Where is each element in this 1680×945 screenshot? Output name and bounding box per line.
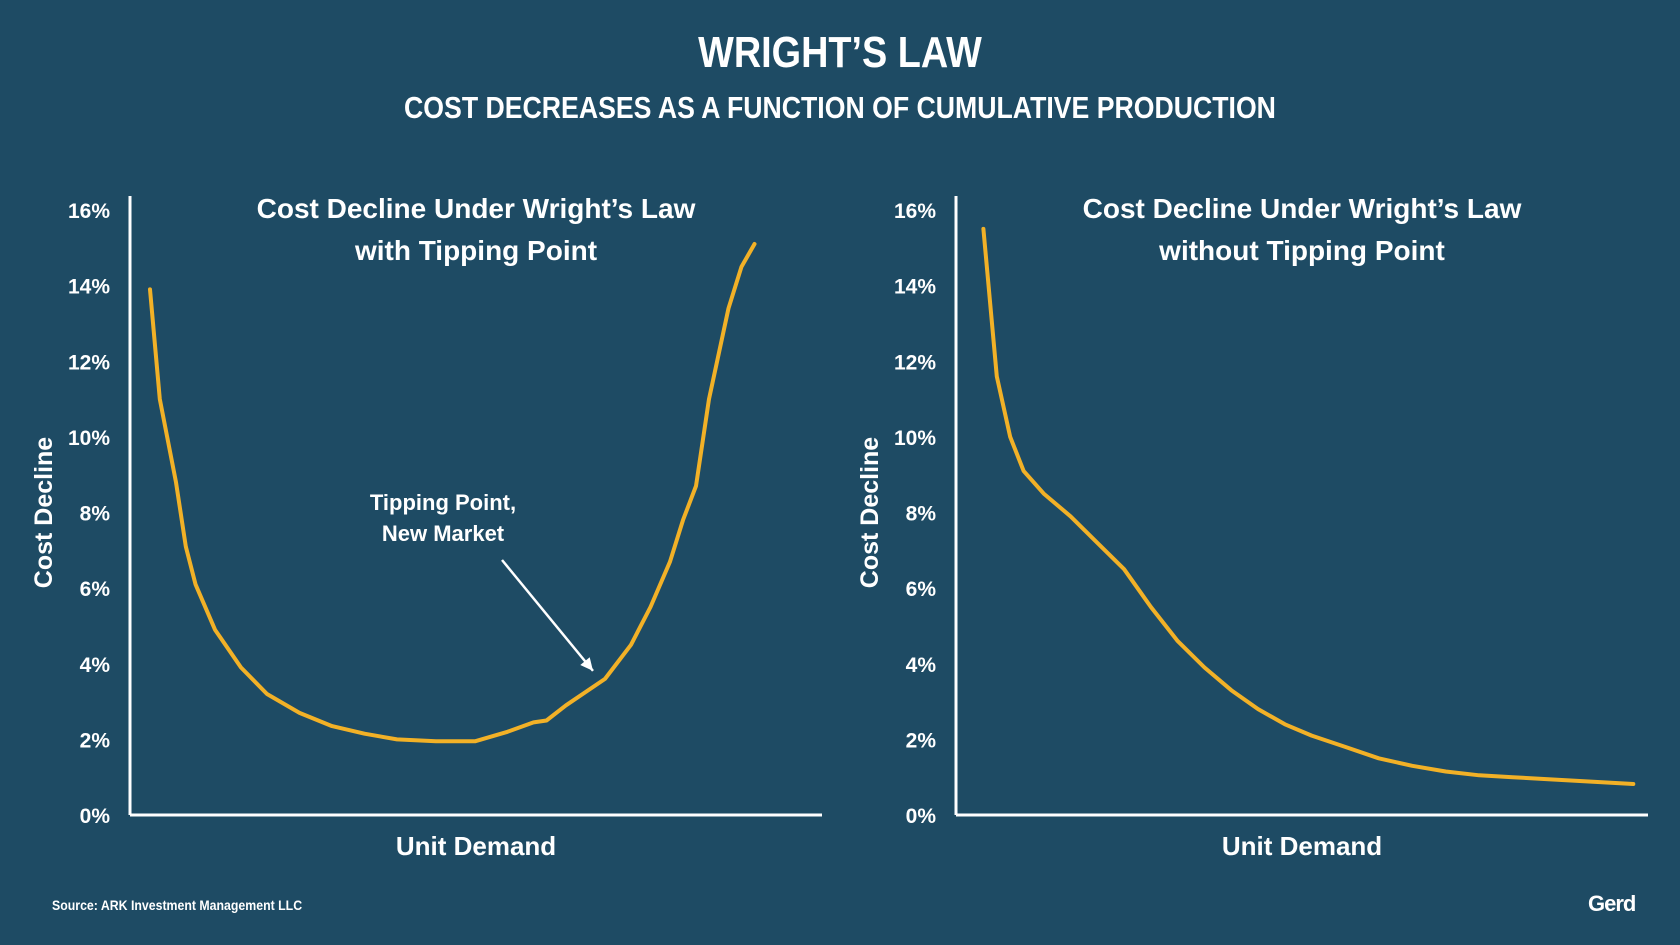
y-tick-label: 6% (906, 578, 937, 601)
y-tick-label: 12% (894, 351, 936, 374)
chart-title-line: without Tipping Point (1158, 235, 1445, 266)
series-line (148, 242, 757, 744)
source-note: Source: ARK Investment Management LLC (52, 897, 303, 913)
annotation-text: Tipping Point, (370, 490, 516, 515)
annotation-arrowhead (580, 657, 593, 671)
series-line (981, 226, 1636, 786)
y-axis-label: Cost Decline (856, 437, 884, 589)
y-tick-label: 16% (894, 200, 936, 223)
y-tick-label: 4% (906, 654, 937, 677)
y-tick-label: 10% (894, 427, 936, 450)
y-tick-label: 10% (68, 427, 110, 450)
annotation-text: New Market (382, 521, 505, 546)
y-tick-label: 0% (80, 805, 111, 828)
y-tick-label: 8% (906, 503, 937, 526)
x-axis-label: Unit Demand (1222, 831, 1382, 861)
annotation-arrow (501, 559, 594, 672)
y-axis-label: Cost Decline (30, 437, 58, 589)
y-tick-label: 16% (68, 200, 110, 223)
chart-2: 0% 2% 4% 6% 8% 10% 12% 14% 16% Cost Decline Unit D… (856, 193, 1648, 861)
brand-logo: Gerd (1588, 891, 1636, 916)
y-tick-label: 2% (80, 729, 111, 752)
y-tick-label: 12% (68, 351, 110, 374)
y-tick-label: 6% (80, 578, 111, 601)
chart-1: 0% 2% 4% 6% 8% 10% 12% 14% 16% Cost Decline Unit D… (30, 193, 822, 861)
y-tick-label: 14% (894, 276, 936, 299)
y-tick-label: 0% (906, 805, 937, 828)
y-tick-label: 8% (80, 503, 111, 526)
page-subtitle: COST DECREASES AS A FUNCTION OF CUMULATI… (404, 90, 1276, 125)
page-title: WRIGHT’S LAW (698, 28, 982, 77)
chart-title-line: with Tipping Point (354, 235, 597, 266)
y-tick-label: 2% (906, 729, 937, 752)
x-axis-label: Unit Demand (396, 831, 556, 861)
chart-title-line: Cost Decline Under Wright’s Law (257, 193, 696, 224)
y-tick-label: 4% (80, 654, 111, 677)
chart-title-line: Cost Decline Under Wright’s Law (1083, 193, 1522, 224)
y-tick-label: 14% (68, 276, 110, 299)
